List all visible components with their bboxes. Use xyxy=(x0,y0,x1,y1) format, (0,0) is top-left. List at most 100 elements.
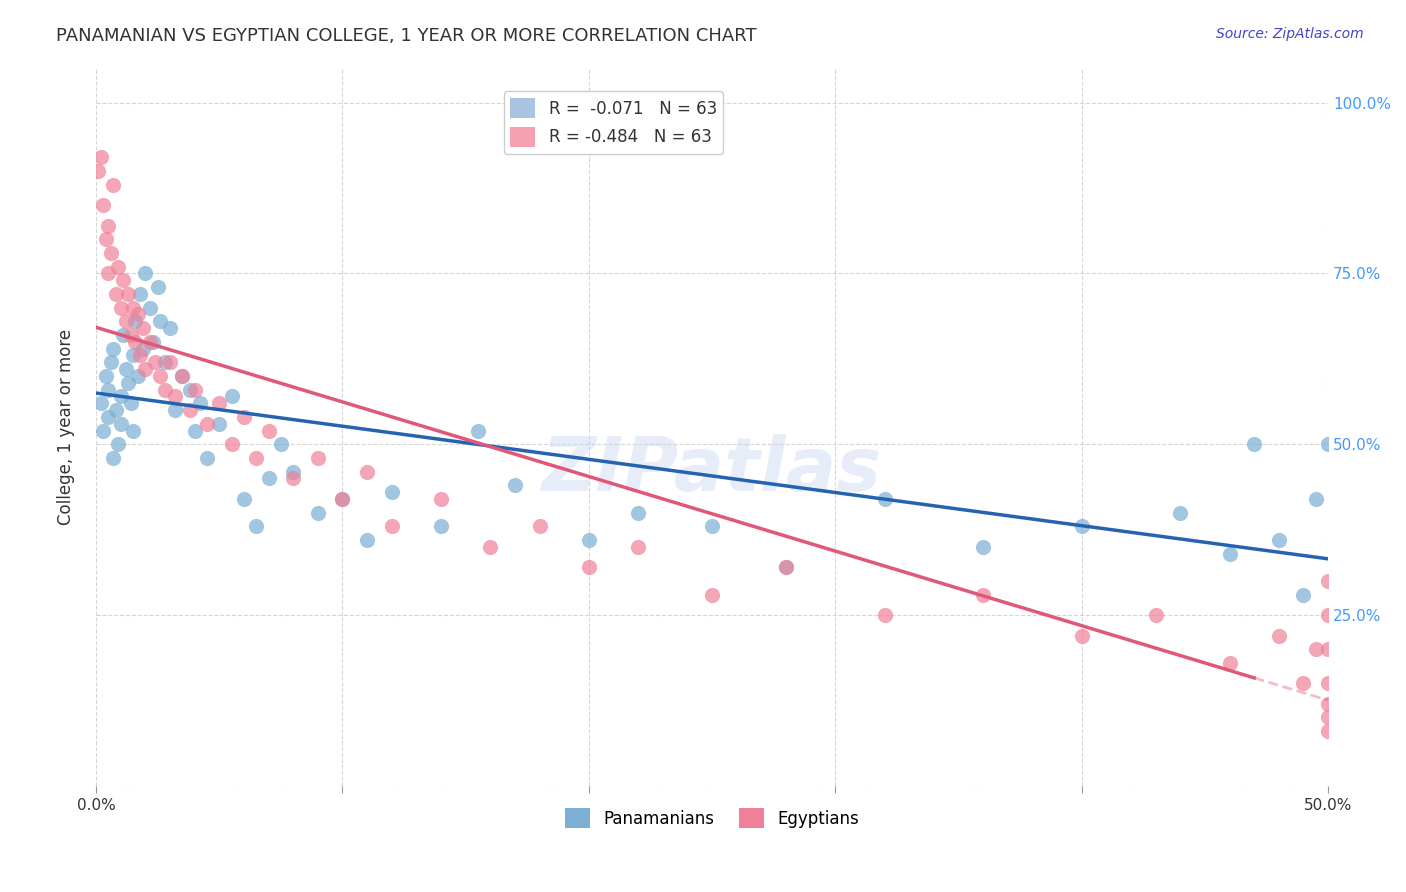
Point xyxy=(1292,587,1315,601)
Point xyxy=(578,533,600,547)
Point xyxy=(245,519,267,533)
Point xyxy=(972,587,994,601)
Point xyxy=(117,376,139,390)
Point xyxy=(163,389,186,403)
Point xyxy=(110,417,132,431)
Point xyxy=(381,485,404,500)
Point xyxy=(1268,628,1291,642)
Point xyxy=(100,355,122,369)
Point xyxy=(129,287,152,301)
Point xyxy=(132,342,155,356)
Point xyxy=(122,348,145,362)
Point xyxy=(110,301,132,315)
Point xyxy=(117,287,139,301)
Point xyxy=(100,246,122,260)
Point xyxy=(179,403,201,417)
Point xyxy=(873,607,896,622)
Point xyxy=(381,519,404,533)
Point xyxy=(122,301,145,315)
Point xyxy=(93,424,115,438)
Point xyxy=(356,465,378,479)
Point xyxy=(479,540,502,554)
Point xyxy=(1317,437,1340,451)
Point xyxy=(139,334,162,349)
Point xyxy=(1268,533,1291,547)
Point xyxy=(307,450,329,465)
Point xyxy=(1317,697,1340,711)
Point xyxy=(529,519,551,533)
Point xyxy=(149,314,172,328)
Point xyxy=(467,424,489,438)
Point xyxy=(142,334,165,349)
Point xyxy=(1317,676,1340,690)
Point xyxy=(97,267,120,281)
Point xyxy=(1317,642,1340,657)
Point xyxy=(127,308,149,322)
Point xyxy=(1317,724,1340,739)
Point xyxy=(1243,437,1265,451)
Point xyxy=(97,409,120,424)
Point xyxy=(627,540,650,554)
Point xyxy=(775,560,797,574)
Point xyxy=(356,533,378,547)
Point xyxy=(163,403,186,417)
Point xyxy=(143,355,166,369)
Point xyxy=(112,273,135,287)
Point xyxy=(1219,656,1241,670)
Point xyxy=(132,321,155,335)
Point xyxy=(1070,519,1092,533)
Text: PANAMANIAN VS EGYPTIAN COLLEGE, 1 YEAR OR MORE CORRELATION CHART: PANAMANIAN VS EGYPTIAN COLLEGE, 1 YEAR O… xyxy=(56,27,756,45)
Point xyxy=(1070,628,1092,642)
Point xyxy=(1305,491,1327,506)
Point xyxy=(94,368,117,383)
Point xyxy=(972,540,994,554)
Point xyxy=(245,450,267,465)
Point xyxy=(93,198,115,212)
Point xyxy=(208,417,231,431)
Point xyxy=(221,437,243,451)
Point xyxy=(124,314,146,328)
Point xyxy=(134,362,156,376)
Point xyxy=(270,437,292,451)
Point xyxy=(208,396,231,410)
Point xyxy=(90,150,112,164)
Point xyxy=(103,342,125,356)
Point xyxy=(195,450,218,465)
Point xyxy=(503,478,526,492)
Point xyxy=(103,450,125,465)
Point xyxy=(1317,710,1340,724)
Point xyxy=(1168,506,1191,520)
Point xyxy=(1144,607,1167,622)
Text: ZIPatlas: ZIPatlas xyxy=(543,434,882,507)
Point xyxy=(700,587,723,601)
Point xyxy=(134,267,156,281)
Point xyxy=(97,219,120,233)
Point xyxy=(183,383,205,397)
Point xyxy=(139,301,162,315)
Point xyxy=(283,471,305,485)
Point xyxy=(430,519,453,533)
Point xyxy=(159,321,181,335)
Point xyxy=(107,260,129,274)
Legend: Panamanians, Egyptians: Panamanians, Egyptians xyxy=(558,801,866,835)
Point xyxy=(120,327,142,342)
Point xyxy=(232,409,254,424)
Text: Source: ZipAtlas.com: Source: ZipAtlas.com xyxy=(1216,27,1364,41)
Point xyxy=(114,314,136,328)
Point xyxy=(127,368,149,383)
Point xyxy=(1317,607,1340,622)
Point xyxy=(149,368,172,383)
Point xyxy=(159,355,181,369)
Point xyxy=(188,396,211,410)
Point xyxy=(97,383,120,397)
Point xyxy=(700,519,723,533)
Point xyxy=(94,232,117,246)
Point xyxy=(172,368,194,383)
Point xyxy=(232,491,254,506)
Point xyxy=(332,491,354,506)
Point xyxy=(112,327,135,342)
Point xyxy=(873,491,896,506)
Point xyxy=(90,396,112,410)
Point xyxy=(153,355,176,369)
Point xyxy=(221,389,243,403)
